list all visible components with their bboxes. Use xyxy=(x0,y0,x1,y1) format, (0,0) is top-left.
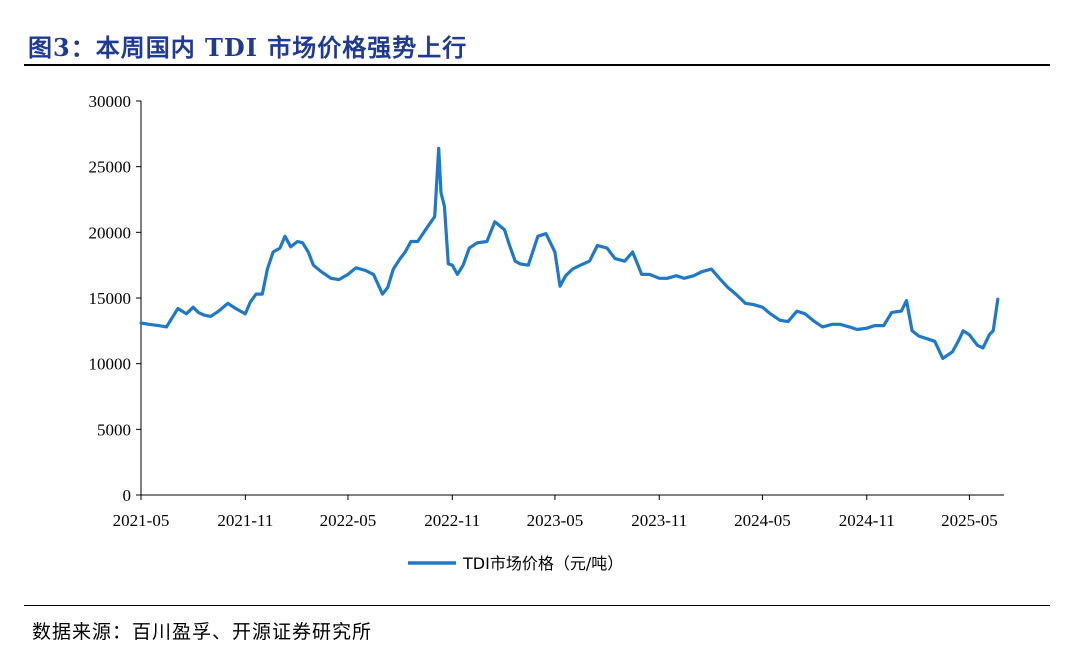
y-tick-label: 15000 xyxy=(89,289,132,308)
legend-label: TDI市场价格（元/吨） xyxy=(462,554,623,573)
source-note: 数据来源：百川盈孚、开源证券研究所 xyxy=(32,621,373,643)
x-tick-label: 2022-11 xyxy=(424,511,480,530)
title-rule xyxy=(24,64,1050,66)
y-tick-label: 30000 xyxy=(89,92,132,111)
x-tick-label: 2021-11 xyxy=(217,511,273,530)
y-tick-label: 0 xyxy=(123,486,132,505)
x-tick-label: 2022-05 xyxy=(320,511,377,530)
x-tick-label: 2025-05 xyxy=(941,511,998,530)
y-tick-label: 20000 xyxy=(89,223,132,242)
y-tick-label: 5000 xyxy=(97,420,131,439)
figure-title: 图3：本周国内 TDI 市场价格强势上行 xyxy=(28,33,468,62)
y-tick-label: 10000 xyxy=(89,355,132,374)
chart-legend: TDI市场价格（元/吨） xyxy=(408,554,623,573)
y-tick-label: 25000 xyxy=(89,158,132,177)
x-tick-label: 2024-05 xyxy=(734,511,791,530)
x-tick-label: 2021-05 xyxy=(113,511,170,530)
chart-axes: 0 5000 10000 15000 20000 25000 30000 2021-05 202… xyxy=(89,92,1004,530)
line-chart: 0 5000 10000 15000 20000 25000 30000 2021-05 202… xyxy=(89,92,1004,573)
x-tick-label: 2024-11 xyxy=(839,511,895,530)
x-tick-label: 2023-05 xyxy=(527,511,584,530)
series-line xyxy=(139,146,1000,360)
source-rule xyxy=(24,605,1050,606)
chart-plot-area xyxy=(139,146,1000,360)
x-tick-label: 2023-11 xyxy=(631,511,687,530)
